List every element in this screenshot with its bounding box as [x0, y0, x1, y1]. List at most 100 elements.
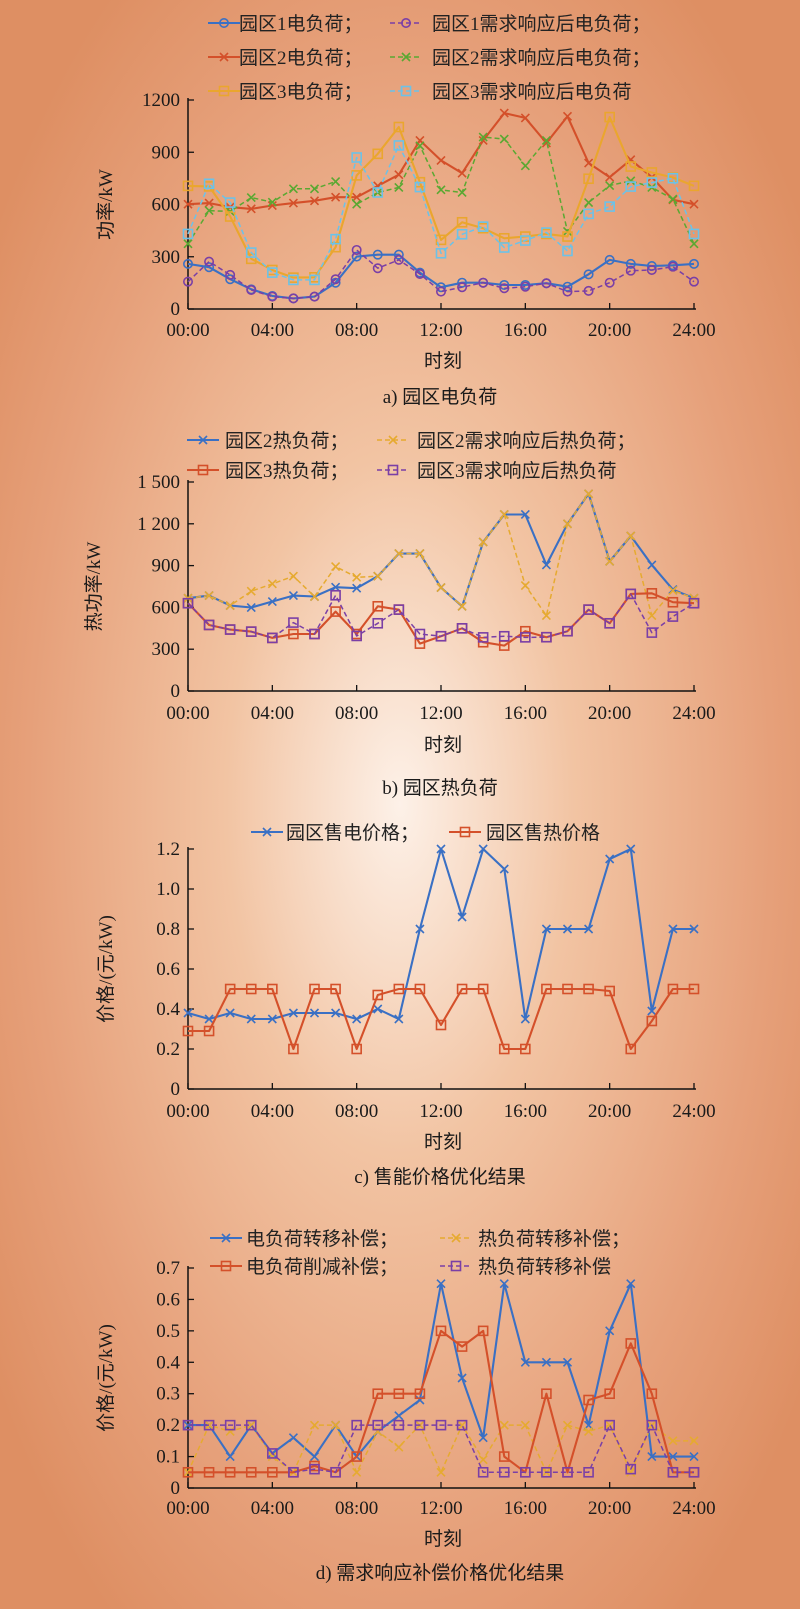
- data-point: [415, 924, 425, 934]
- data-point: [415, 549, 425, 559]
- y-tick-label: 0.3: [156, 1384, 180, 1405]
- data-point: [288, 184, 298, 194]
- data-point: [688, 983, 700, 995]
- legend-marker: [198, 435, 208, 445]
- data-point: [646, 1388, 658, 1400]
- data-point: [583, 173, 594, 185]
- data-point: [267, 579, 277, 589]
- data-point: [225, 601, 235, 611]
- data-point: [520, 625, 531, 637]
- data-point: [499, 1279, 509, 1289]
- data-point: [647, 611, 657, 621]
- chart-caption: c) 售能价格优化结果: [354, 1166, 526, 1188]
- data-point: [309, 591, 320, 602]
- data-point: [267, 1014, 277, 1024]
- data-point: [225, 1426, 235, 1436]
- y-tick-label: 300: [152, 639, 181, 660]
- y-tick-label: 300: [152, 247, 181, 268]
- data-point: [520, 632, 531, 643]
- data-point: [499, 279, 510, 290]
- data-point: [351, 251, 362, 262]
- legend-entry: 园区售热价格: [449, 822, 600, 844]
- y-tick-label: 0.4: [156, 999, 180, 1020]
- data-point: [541, 924, 551, 934]
- x-axis-title: 时刻: [424, 1131, 462, 1153]
- x-tick-label: 24:00: [672, 320, 715, 341]
- series-line: [188, 987, 694, 1051]
- data-point: [352, 1467, 362, 1477]
- data-point: [415, 141, 425, 151]
- data-point: [456, 1341, 468, 1352]
- data-point: [604, 277, 615, 288]
- series-3: [182, 1419, 700, 1478]
- legend-marker: [401, 52, 411, 62]
- legend-entry: 园区3电负荷；: [208, 81, 363, 103]
- x-axis-title: 时刻: [424, 350, 462, 372]
- x-tick-label: 16:00: [504, 1498, 547, 1519]
- series-line: [188, 1424, 694, 1474]
- data-point: [562, 111, 573, 121]
- data-point: [478, 132, 488, 142]
- data-point: [646, 588, 658, 599]
- legend-entry: 园区3需求响应后电负荷: [390, 81, 632, 103]
- data-point: [183, 199, 193, 209]
- x-tick-label: 00:00: [166, 1101, 209, 1122]
- data-point: [520, 161, 530, 171]
- data-point: [309, 291, 320, 302]
- legend-marker: [450, 1260, 462, 1272]
- x-tick-label: 08:00: [335, 1101, 378, 1122]
- data-point: [225, 269, 236, 280]
- data-point: [330, 1466, 341, 1478]
- data-point: [183, 276, 194, 287]
- data-point: [647, 1452, 657, 1462]
- data-point: [204, 256, 215, 267]
- legend-marker: [220, 1260, 232, 1272]
- data-point: [499, 108, 509, 118]
- data-point: [330, 233, 341, 245]
- data-point: [414, 983, 426, 995]
- x-tick-label: 08:00: [335, 703, 378, 724]
- data-point: [625, 265, 636, 276]
- data-point: [499, 864, 509, 874]
- y-tick-label: 1200: [142, 90, 180, 111]
- data-point: [583, 1394, 594, 1406]
- data-point: [646, 1419, 658, 1431]
- data-point: [541, 138, 551, 148]
- data-point: [288, 628, 299, 640]
- legend-marker: [197, 464, 209, 476]
- data-point: [541, 1466, 552, 1478]
- x-tick-label: 24:00: [672, 1101, 715, 1122]
- data-point: [309, 274, 320, 286]
- legend-marker: [388, 435, 398, 445]
- data-point: [394, 1442, 404, 1452]
- data-point: [604, 111, 615, 123]
- data-point: [393, 983, 405, 995]
- data-point: [288, 1466, 299, 1478]
- data-point: [394, 170, 404, 180]
- x-tick-label: 12:00: [419, 320, 462, 341]
- data-point: [604, 201, 615, 212]
- data-point: [246, 285, 257, 296]
- legend-marker: [400, 85, 412, 97]
- data-point: [372, 263, 383, 274]
- data-point: [204, 206, 214, 216]
- data-point: [689, 1436, 699, 1446]
- data-point: [245, 253, 257, 265]
- data-point: [562, 286, 573, 297]
- x-tick-label: 04:00: [251, 1101, 294, 1122]
- data-point: [605, 180, 615, 191]
- data-point: [288, 1043, 299, 1055]
- legend-label: 园区2需求响应后热负荷；: [417, 430, 636, 452]
- data-point: [584, 924, 594, 934]
- data-point: [605, 172, 615, 182]
- data-point: [499, 1420, 509, 1430]
- x-tick-label: 00:00: [166, 703, 209, 724]
- data-point: [182, 228, 194, 240]
- legend-entry: 园区2热负荷；: [187, 430, 349, 452]
- data-point: [520, 509, 530, 520]
- data-point: [288, 274, 299, 286]
- data-point: [646, 264, 657, 275]
- data-point: [625, 1463, 637, 1475]
- x-tick-label: 20:00: [588, 1498, 631, 1519]
- data-point: [435, 1019, 447, 1031]
